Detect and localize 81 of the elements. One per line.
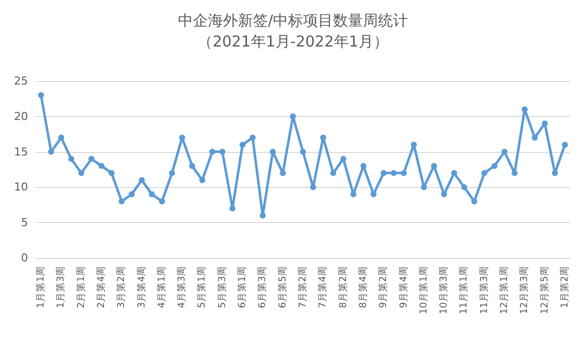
x-tick-label: 3月第2周 bbox=[115, 266, 128, 308]
point bbox=[522, 106, 528, 112]
point bbox=[158, 198, 165, 204]
x-tick-label: 5月第3周 bbox=[216, 266, 228, 308]
x-tick-label: 12月第3周 bbox=[518, 266, 530, 314]
point bbox=[430, 162, 437, 169]
y-tick-label: 20 bbox=[14, 110, 28, 123]
chart-title: 中企海外新签/中标项目数量周统计 bbox=[178, 12, 408, 30]
x-tick-label: 3月第4周 bbox=[135, 266, 148, 308]
x-tick-label: 10月第3周 bbox=[438, 266, 450, 314]
x-tick-label: 2月第1周 bbox=[74, 266, 87, 308]
x-tick-label: 4月第3周 bbox=[176, 266, 188, 308]
x-tick-label: 7月第2周 bbox=[296, 266, 308, 308]
point bbox=[68, 156, 74, 162]
point bbox=[88, 156, 94, 162]
x-tick-label: 11月第1周 bbox=[458, 266, 470, 314]
point bbox=[410, 142, 417, 148]
point bbox=[390, 170, 397, 176]
x-tick-label: 6月第5周 bbox=[276, 266, 288, 308]
point bbox=[199, 177, 206, 184]
x-tick-label: 2月第4周 bbox=[94, 266, 107, 308]
y-tick-label: 5 bbox=[21, 216, 28, 230]
y-tick-label: 0 bbox=[21, 252, 28, 264]
point bbox=[290, 113, 296, 120]
x-tick-label: 12月第1周 bbox=[498, 266, 510, 314]
x-tick-label: 1月第2周 bbox=[558, 266, 570, 308]
point bbox=[280, 170, 286, 176]
x-tick-label: 6月第1周 bbox=[236, 266, 248, 308]
point bbox=[481, 170, 488, 176]
x-tick-label: 10月第1周 bbox=[417, 266, 430, 314]
x-tick-label: 9月第4周 bbox=[397, 266, 410, 308]
point bbox=[400, 170, 407, 176]
point bbox=[300, 148, 306, 155]
point bbox=[491, 162, 498, 169]
point bbox=[189, 162, 196, 169]
x-tick-label: 6月第3周 bbox=[256, 266, 268, 308]
point bbox=[78, 170, 84, 176]
point bbox=[98, 162, 104, 169]
point bbox=[542, 120, 548, 126]
point bbox=[260, 212, 266, 219]
x-tick-label: 8月第4周 bbox=[356, 266, 369, 308]
x-tick-label: 9月第2周 bbox=[377, 266, 390, 308]
chart-subtitle: （2021年1月-2022年1月） bbox=[198, 32, 388, 50]
point bbox=[451, 170, 458, 176]
point bbox=[108, 170, 115, 176]
x-tick-label: 12月第5周 bbox=[538, 266, 550, 314]
point bbox=[148, 191, 155, 198]
point bbox=[58, 134, 64, 141]
point bbox=[461, 184, 468, 190]
point bbox=[270, 148, 276, 155]
point bbox=[138, 177, 145, 184]
y-tick-label: 15 bbox=[14, 145, 28, 158]
x-tick-label: 8月第2周 bbox=[336, 266, 349, 308]
point bbox=[512, 170, 518, 176]
x-tick-label: 4月第1周 bbox=[155, 266, 168, 308]
y-tick-label: 25 bbox=[14, 74, 28, 88]
point bbox=[471, 198, 478, 204]
point bbox=[169, 170, 176, 176]
point bbox=[360, 162, 366, 169]
point bbox=[219, 148, 226, 155]
x-tick-label: 1月第1周 bbox=[34, 266, 47, 308]
point bbox=[118, 198, 125, 204]
point bbox=[310, 184, 316, 190]
point bbox=[38, 92, 44, 98]
point bbox=[48, 148, 54, 155]
point bbox=[502, 148, 508, 155]
x-tick-label: 11月第3周 bbox=[478, 266, 490, 314]
x-tick-label: 1月第3周 bbox=[54, 266, 67, 308]
point bbox=[330, 170, 336, 176]
y-tick-label: 10 bbox=[14, 180, 28, 194]
point bbox=[250, 134, 256, 141]
x-tick-label: 7月第4周 bbox=[316, 266, 329, 308]
point bbox=[380, 170, 387, 176]
point bbox=[240, 142, 246, 148]
point bbox=[340, 156, 346, 162]
point bbox=[209, 148, 216, 155]
point bbox=[562, 142, 568, 148]
point bbox=[128, 191, 135, 198]
x-tick-label: 5月第1周 bbox=[196, 266, 208, 308]
point bbox=[552, 170, 558, 176]
point bbox=[532, 134, 538, 141]
